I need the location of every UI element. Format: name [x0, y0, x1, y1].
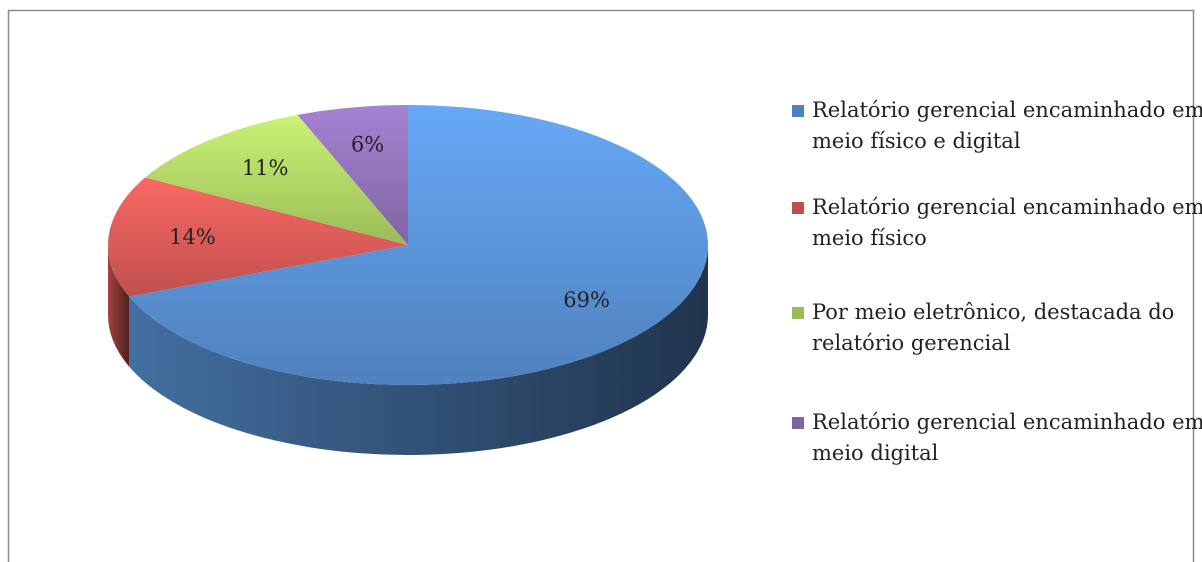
data-label: 6% — [351, 132, 384, 156]
legend-label: Relatório gerencial encaminhado em meio … — [812, 410, 1202, 465]
legend-label: Relatório gerencial encaminhado em meio … — [812, 195, 1202, 250]
data-label: 11% — [242, 156, 289, 180]
legend-entry: Relatório gerencial encaminhado em meio … — [792, 192, 1202, 254]
slice — [129, 105, 709, 385]
slice-side — [129, 245, 709, 456]
legend-swatch — [792, 417, 804, 429]
slice-side — [108, 245, 130, 367]
data-label: 14% — [169, 225, 216, 249]
slice — [107, 177, 408, 297]
slice — [145, 114, 408, 245]
legend-label: Relatório gerencial encaminhado em meio … — [812, 98, 1202, 153]
pie: 69% 14% 11% 6% — [107, 105, 709, 456]
legend-entry: Relatório gerencial encaminhado em meio … — [792, 95, 1202, 157]
legend-swatch — [792, 202, 804, 214]
legend-entry: Por meio eletrônico, destacada do relató… — [792, 297, 1202, 359]
legend-swatch — [792, 105, 804, 117]
slice — [297, 105, 408, 245]
legend-label: Por meio eletrônico, destacada do relató… — [812, 300, 1175, 355]
data-label: 69% — [563, 288, 610, 312]
legend-swatch — [792, 307, 804, 319]
chart-frame — [7, 9, 1195, 562]
legend-entry: Relatório gerencial encaminhado em meio … — [792, 407, 1202, 469]
